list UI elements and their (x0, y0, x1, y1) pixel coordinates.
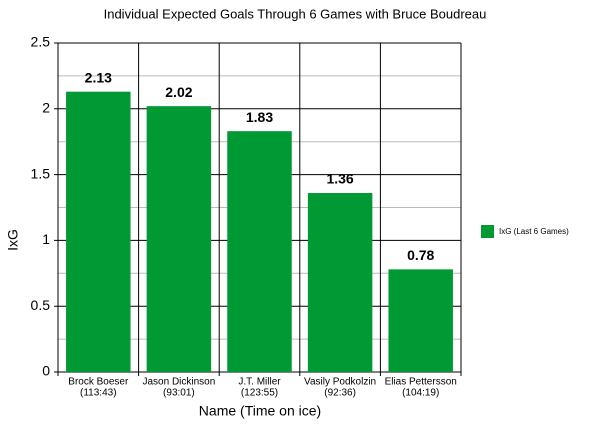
x-tick-label: Vasily Podkolzin (304, 377, 376, 388)
x-tick-label: (104:19) (402, 388, 439, 399)
x-tick-label: Jason Dickinson (142, 377, 215, 388)
y-tick-label: 2 (42, 100, 50, 116)
x-axis-label: Name (Time on ice) (199, 403, 321, 419)
bar (307, 193, 373, 372)
data-label: 2.13 (85, 69, 112, 85)
chart-title: Individual Expected Goals Through 6 Game… (104, 6, 487, 21)
x-tick-label: (92:36) (324, 388, 356, 399)
y-tick-label: 0.5 (31, 297, 51, 313)
bar (227, 131, 292, 372)
x-tick-label: Elias Pettersson (385, 377, 457, 388)
data-label: 2.02 (165, 84, 192, 100)
y-tick-label: 2.5 (31, 34, 51, 50)
legend-swatch (481, 225, 494, 238)
y-axis-label: IxG (5, 229, 21, 251)
bar (388, 269, 453, 372)
x-tick-label: (93:01) (163, 388, 195, 399)
y-tick-label: 1 (42, 231, 50, 247)
y-tick-label: 0 (42, 363, 50, 379)
bar (146, 106, 212, 372)
data-label: 1.83 (246, 109, 273, 125)
x-tick-label: (113:43) (80, 388, 117, 399)
y-tick-label: 1.5 (31, 165, 51, 181)
data-label: 1.36 (326, 171, 353, 187)
data-label: 0.78 (407, 247, 434, 263)
x-tick-label: J.T. Miller (238, 377, 281, 388)
x-tick-label: Brock Boeser (68, 377, 129, 388)
bar (66, 91, 131, 372)
x-tick-label: (123:55) (241, 388, 278, 399)
legend-label: IxG (Last 6 Games) (499, 227, 569, 236)
